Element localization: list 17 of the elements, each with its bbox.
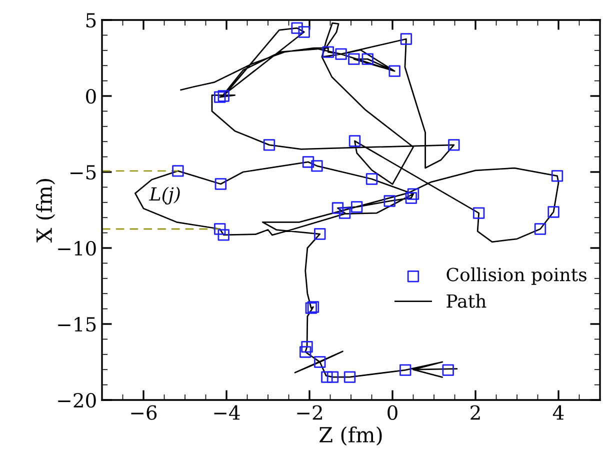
legend-label: Collision points — [446, 267, 586, 285]
y-tick-label: −10 — [58, 240, 96, 256]
annotation: L(j) — [149, 186, 180, 205]
x-tick-label: 4 — [552, 405, 564, 420]
x-tick-label: −6 — [131, 405, 157, 420]
x-tick-label: 0 — [388, 405, 398, 420]
x-axis-title: Z (fm) — [320, 426, 382, 446]
y-axis-title: X (fm) — [36, 179, 56, 242]
y-tick-label: 5 — [86, 13, 96, 28]
y-tick-label: −20 — [58, 392, 96, 408]
x-tick-label: 2 — [470, 405, 480, 420]
x-tick-label: −4 — [214, 405, 240, 420]
y-tick-label: −15 — [58, 316, 96, 332]
legend-label: Path — [446, 294, 486, 308]
y-tick-label: −5 — [70, 165, 96, 180]
y-tick-label: 0 — [86, 88, 96, 104]
x-tick-label: −2 — [297, 405, 322, 420]
